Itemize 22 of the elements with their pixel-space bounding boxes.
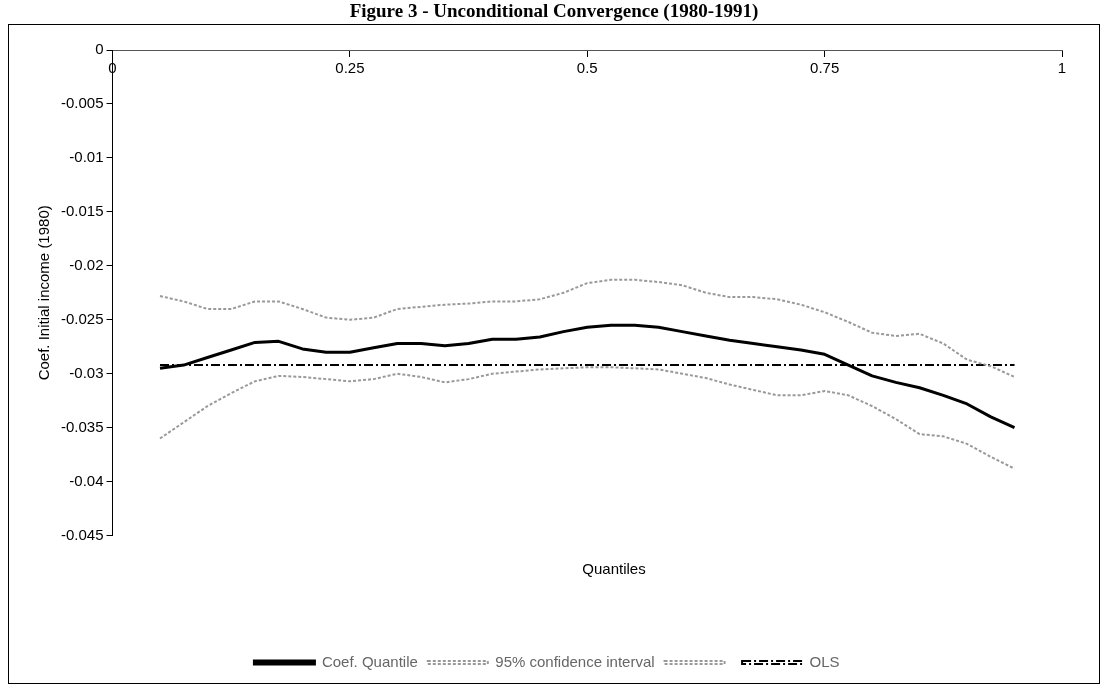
y-tick-label: -0.015 <box>60 202 104 220</box>
x-tick-label: 0.75 <box>810 59 840 77</box>
line-series <box>159 366 1016 470</box>
x-tick-label: 0.25 <box>335 59 365 77</box>
x-tick-label: 0.5 <box>576 59 598 77</box>
legend-label: Coef. Quantile <box>321 652 418 670</box>
y-tick-label: -0.035 <box>60 417 104 435</box>
line-series <box>159 278 1016 378</box>
chart-title: Figure 3 - Unconditional Convergence (1980-1991) <box>348 0 760 22</box>
x-tick-label: 1 <box>1057 59 1067 77</box>
legend-label: 95% confidence interval <box>495 652 655 670</box>
y-tick-label: -0.04 <box>69 471 104 489</box>
x-axis-title: Quantiles <box>581 560 647 577</box>
y-tick-label: 0 <box>95 40 104 58</box>
legend-label: OLS <box>809 652 840 670</box>
y-tick-label: -0.03 <box>69 363 104 381</box>
y-tick-label: -0.025 <box>60 309 104 327</box>
y-tick-label: -0.02 <box>69 255 104 273</box>
y-axis-title: Coef. Initial income (1980) <box>35 205 53 381</box>
y-tick-label: -0.045 <box>60 525 104 543</box>
y-tick-label: -0.01 <box>69 148 104 166</box>
y-tick-label: -0.005 <box>60 94 104 112</box>
